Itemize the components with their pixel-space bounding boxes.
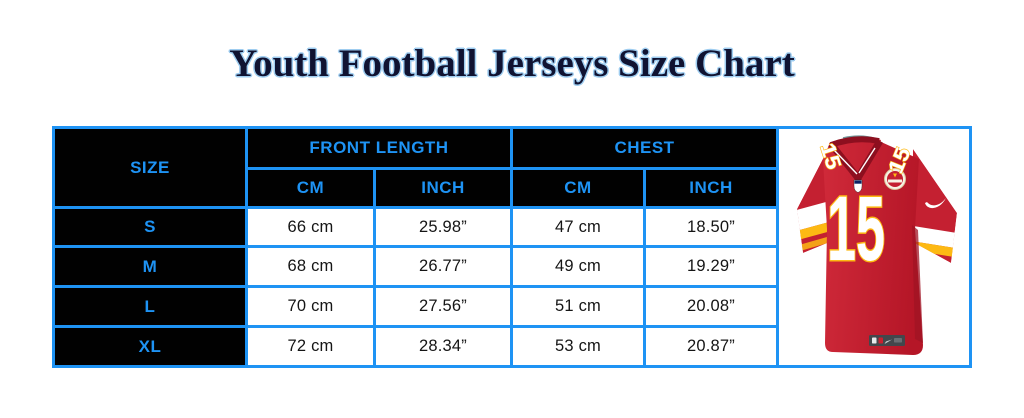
size-cell-l: L <box>55 288 245 325</box>
front-length-group-header: FRONT LENGTH <box>248 129 510 167</box>
size-cell-xl: XL <box>55 328 245 365</box>
front-length-inch-cell: 26.77” <box>376 248 510 285</box>
nfl-shield-logo <box>853 179 863 193</box>
jersey-torso <box>823 138 923 355</box>
front-length-inch-cell: 28.34” <box>376 328 510 365</box>
size-chart-table: SIZE FRONT LENGTH CHEST CM INCH CM INCH … <box>52 126 972 368</box>
chest-cm-cell: 49 cm <box>513 248 643 285</box>
chest-cm-cell: 53 cm <box>513 328 643 365</box>
chest-inch-cell: 20.87” <box>646 328 776 365</box>
front-length-inch-header: INCH <box>376 170 510 206</box>
page-title: Youth Football Jerseys Size Chart <box>229 42 795 85</box>
jersey-product-image: 15 15 15 <box>779 129 969 365</box>
jersey-jock-tag <box>869 335 905 346</box>
front-length-inch-cell: 27.56” <box>376 288 510 325</box>
chest-cm-cell: 47 cm <box>513 209 643 245</box>
jersey-number-chest: 15 <box>827 178 885 280</box>
front-length-cm-cell: 68 cm <box>248 248 373 285</box>
front-length-inch-cell: 25.98” <box>376 209 510 245</box>
chest-cm-cell: 51 cm <box>513 288 643 325</box>
size-column-header: SIZE <box>55 129 245 206</box>
front-length-cm-cell: 70 cm <box>248 288 373 325</box>
team-patch-logo <box>884 168 906 190</box>
chest-inch-cell: 18.50” <box>646 209 776 245</box>
front-length-cm-header: CM <box>248 170 373 206</box>
size-cell-m: M <box>55 248 245 285</box>
chest-group-header: CHEST <box>513 129 776 167</box>
chest-inch-cell: 19.29” <box>646 248 776 285</box>
chest-cm-header: CM <box>513 170 643 206</box>
chest-inch-cell: 20.08” <box>646 288 776 325</box>
football-jersey-illustration: 15 15 15 <box>797 135 957 355</box>
front-length-cm-cell: 66 cm <box>248 209 373 245</box>
size-cell-s: S <box>55 209 245 245</box>
chest-inch-header: INCH <box>646 170 776 206</box>
front-length-cm-cell: 72 cm <box>248 328 373 365</box>
nike-swoosh-icon <box>925 198 946 209</box>
